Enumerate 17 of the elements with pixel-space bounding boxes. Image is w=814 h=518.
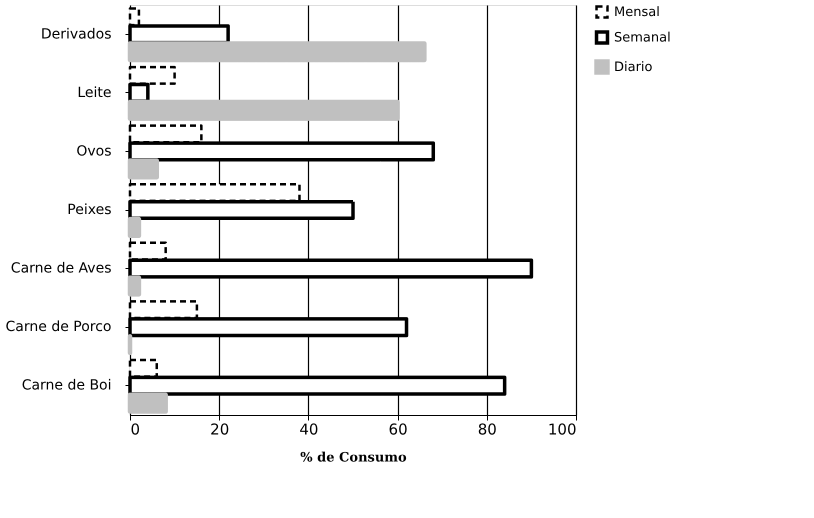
y-tick-label: Leite — [77, 84, 112, 101]
x-tick-label: 40 — [299, 420, 318, 438]
x-axis-title: % de Consumo — [300, 450, 408, 466]
x-tick-label: 80 — [478, 420, 497, 438]
y-tick-label: Peixes — [67, 202, 112, 218]
y-tick-label: Carne de Boi — [22, 378, 112, 394]
legend-label: Diario — [614, 60, 653, 75]
legend-label: Mensal — [614, 5, 660, 20]
x-tick-label: 100 — [548, 420, 576, 438]
legend-label: Semanal — [614, 30, 671, 46]
x-tick-label: 0 — [130, 420, 140, 438]
y-tick-label: Derivados — [40, 26, 112, 42]
x-tick-label: 60 — [388, 420, 408, 438]
x-tick-label: 20 — [210, 420, 230, 438]
y-tick-label: Ovos — [76, 143, 112, 160]
y-tick-label: Carne de Porco — [6, 319, 112, 336]
y-tick-label: Carne de Aves — [10, 260, 112, 277]
